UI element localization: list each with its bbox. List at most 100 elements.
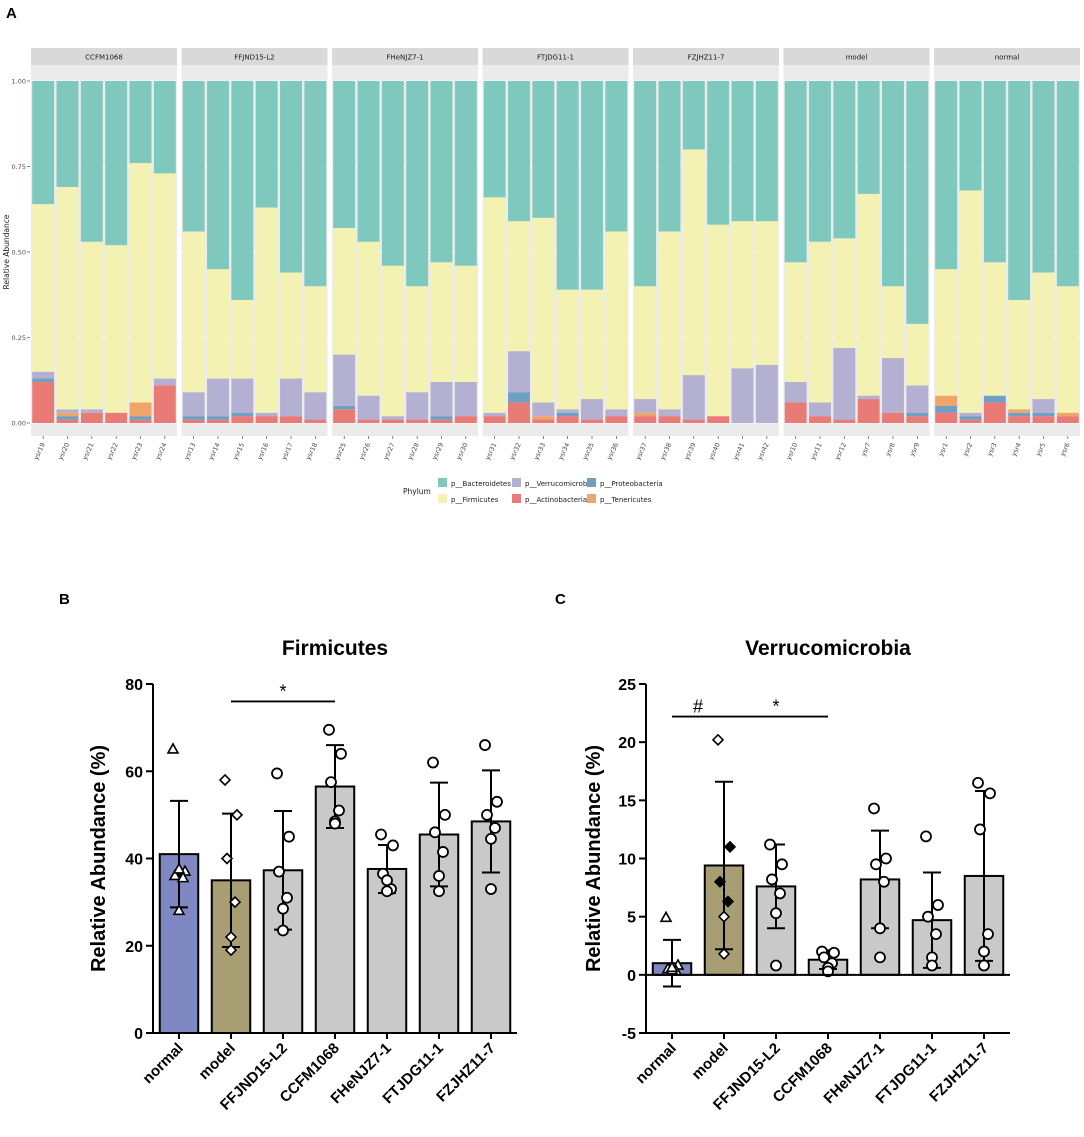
bar-segment-verrucomicrobia [508,351,530,393]
x-tick-label-ysr10: ysr10 [785,441,800,461]
data-point [880,852,892,865]
bar-segment-bacteroidetes [333,81,356,229]
bar-segment-verrucomicrobia [581,399,603,420]
y-axis-title: Relative Abundance (%) [88,745,110,972]
bar-segment-actinobacteria [605,416,628,423]
bar-segment-verrucomicrobia [454,381,477,417]
bar-segment-actinobacteria [304,419,327,423]
data-point [818,951,830,964]
y-axis-title: Relative Abundance (%) [583,745,605,972]
legend: Phylum p__Bacteroidetes p__Firmicutes p__Ve… [403,478,663,504]
bar-segment-verrucomicrobia [182,392,205,417]
data-point [228,895,242,909]
bar-segment-actinobacteria [532,419,555,423]
bar-segment-firmicutes [105,245,128,413]
bar-segment-actinobacteria [634,416,657,423]
facet-strip-label: CCFM1068 [85,54,123,62]
data-point [982,928,994,941]
bar-segment-verrucomicrobia [207,378,229,417]
x-tick-label-ysr19: ysr19 [32,441,47,461]
x-tick-label-ysr32: ysr32 [508,441,523,461]
bar-segment-verrucomicrobia [406,392,429,420]
x-tick-label-ysr18: ysr18 [304,441,319,461]
bar-segment-bacteroidetes [882,81,904,287]
x-tick-label-ysr8: ysr8 [884,441,897,457]
bar-segment-bacteroidetes [80,81,103,242]
x-tick-label-ysr1: ysr1 [937,441,950,457]
bar-segment-firmicutes [430,262,453,382]
bar-segment-firmicutes [280,272,302,379]
group-normal: normal [632,910,693,1087]
data-point [277,902,289,915]
bar-segment-verrucomicrobia [231,378,254,413]
bar-segment-firmicutes [406,286,429,393]
bar-segment-bacteroidetes [381,81,404,266]
facet-background [31,65,177,436]
bar-segment-actinobacteria [857,399,880,423]
data-point [723,840,737,853]
x-tick-label-ysr14: ysr14 [207,441,222,461]
data-point [874,922,886,935]
bar-segment-firmicutes [32,204,55,372]
facet-FZJHZ11-7: FZJHZ11-7 ysr37 ysr38 ysr39 ysr40 ysr41 ysr42 [633,48,779,461]
x-tick-label-ysr41: ysr41 [731,441,746,461]
bar-segment-verrucomicrobia [381,416,404,420]
bar-segment-verrucomicrobia [280,378,302,417]
chart-title: Firmicutes [282,637,388,660]
bar-segment-firmicutes [182,231,205,393]
bar-segment-actinobacteria [784,402,807,423]
bar-segment-proteobacteria [935,405,958,413]
bar-segment-firmicutes [231,299,254,379]
facet-strip [482,48,629,65]
bar-segment-actinobacteria [357,419,380,423]
facet-strip [332,48,478,65]
facet-background [332,65,478,436]
bar-segment-actinobacteria [381,419,404,423]
bar-segment-firmicutes [454,265,477,382]
bar-segment-verrucomicrobia [959,412,982,417]
bar-segment-verrucomicrobia [857,395,880,400]
data-point [717,947,731,961]
bar-segment-actinobacteria [882,412,904,423]
x-tick-label-ysr6: ysr6 [1058,441,1071,457]
data-point [770,907,782,920]
bar-segment-verrucomicrobia [906,385,929,413]
panel-a-stacked-bar-chart: 0.00 0.25 0.50 0.75 1.00 Relative Abundance CC… [2,48,1080,504]
data-point [283,830,295,843]
y-tick-label: 25 [618,677,636,694]
bar-segment-firmicutes [581,289,603,400]
bar-segment-actinobacteria [1032,416,1055,423]
bar-segment-tenericutes [634,412,657,417]
significance-label: # [693,697,703,717]
data-point [485,832,497,845]
data-point [335,747,347,760]
y-tick-label: 1.00 [12,77,26,85]
x-tick-label-ysr15: ysr15 [231,441,246,461]
bar-segment-actinobacteria [207,419,229,423]
bar-segment-actinobacteria [1056,416,1079,423]
x-tick-label-ysr29: ysr29 [430,441,445,461]
data-point [281,891,293,904]
bar-segment-verrucomicrobia [255,412,278,417]
x-tick-label-ysr23: ysr23 [129,441,144,461]
bar-segment-proteobacteria [32,378,55,382]
data-point [329,817,341,830]
data-point [323,723,335,736]
legend-swatch-firmicutes [438,494,447,503]
data-point [433,885,445,898]
data-point [878,875,890,888]
x-tick-label-ysr5: ysr5 [1034,441,1047,457]
y-axis-title: Relative Abundance [2,214,11,289]
x-tick-label-ysr34: ysr34 [557,441,572,461]
legend-label: p__Firmicutes [451,496,499,504]
bar-segment-bacteroidetes [809,81,831,242]
y-tick-label: 5 [627,910,636,927]
bar-segment-firmicutes [207,269,229,379]
bar-segment-tenericutes [56,412,79,417]
bar-segment-proteobacteria [959,416,982,420]
bar-segment-firmicutes [333,228,356,355]
y-tick-label: 80 [125,677,143,694]
bar-segment-tenericutes [129,402,152,417]
facet-background [482,65,629,436]
